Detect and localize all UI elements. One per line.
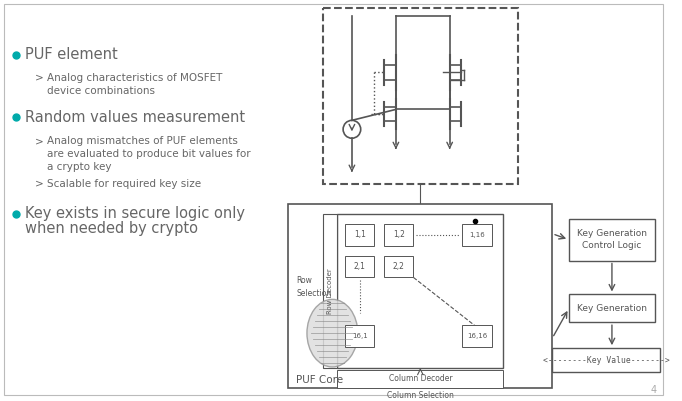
Text: a crypto key: a crypto key (47, 162, 111, 172)
Text: PUF element: PUF element (25, 47, 118, 62)
Text: 1,2: 1,2 (393, 230, 405, 239)
Bar (337, 214, 503, 368)
Text: 2,1: 2,1 (354, 262, 366, 271)
Bar (323, 8, 518, 184)
Text: <--------Key Value------->: <--------Key Value-------> (543, 356, 670, 365)
Text: Random values measurement: Random values measurement (25, 110, 246, 125)
Bar (569, 294, 655, 322)
Text: Key Generation
Control Logic: Key Generation Control Logic (577, 229, 647, 250)
Text: device combinations: device combinations (47, 85, 155, 95)
Bar (345, 224, 374, 246)
Bar (569, 219, 655, 261)
Bar (384, 224, 413, 246)
Text: Column Decoder: Column Decoder (389, 375, 452, 383)
Text: Key exists in secure logic only: Key exists in secure logic only (25, 207, 246, 221)
Bar (337, 370, 503, 388)
Text: Key Generation: Key Generation (577, 304, 647, 313)
Bar (323, 214, 337, 368)
Text: PUF Core: PUF Core (296, 375, 343, 385)
Text: >: > (35, 179, 44, 189)
Text: are evaluated to produce bit values for: are evaluated to produce bit values for (47, 149, 250, 159)
Text: Column Selection: Column Selection (387, 391, 454, 400)
Bar (462, 224, 492, 246)
Text: Analog mismatches of PUF elements: Analog mismatches of PUF elements (47, 136, 238, 146)
Text: when needed by crypto: when needed by crypto (25, 221, 198, 236)
Text: 1,16: 1,16 (469, 232, 485, 238)
Text: 4: 4 (651, 385, 657, 395)
Bar (345, 325, 374, 347)
Bar (288, 204, 552, 388)
Text: 16,1: 16,1 (352, 333, 368, 339)
Bar (462, 325, 492, 347)
Text: >: > (35, 73, 44, 83)
Text: 16,16: 16,16 (467, 333, 487, 339)
Bar (345, 255, 374, 277)
Text: Analog characteristics of MOSFET: Analog characteristics of MOSFET (47, 73, 222, 83)
Text: 2,2: 2,2 (393, 262, 405, 271)
Text: Selection: Selection (296, 290, 331, 298)
Text: >: > (35, 136, 44, 146)
Text: Row Decoder: Row Decoder (327, 268, 333, 314)
Text: Row: Row (296, 276, 312, 286)
Text: Scalable for required key size: Scalable for required key size (47, 179, 201, 189)
Bar (384, 255, 413, 277)
Ellipse shape (307, 300, 358, 367)
Bar (552, 348, 659, 372)
Text: 1,1: 1,1 (354, 230, 366, 239)
